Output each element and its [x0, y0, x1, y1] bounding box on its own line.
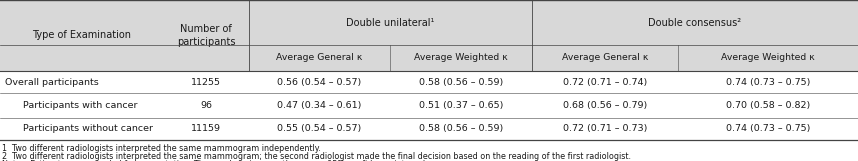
Text: Average Weighted κ: Average Weighted κ	[414, 53, 508, 62]
Text: Average General κ: Average General κ	[562, 53, 648, 62]
Text: Type of Examination: Type of Examination	[32, 30, 131, 40]
Text: Participants with cancer: Participants with cancer	[5, 101, 137, 110]
Text: 0.72 (0.71 – 0.73): 0.72 (0.71 – 0.73)	[563, 124, 647, 133]
Text: 0.55 (0.54 – 0.57): 0.55 (0.54 – 0.57)	[277, 124, 362, 133]
Text: 1  Two different radiologists interpreted the same mammogram independently.: 1 Two different radiologists interpreted…	[2, 144, 321, 153]
Text: 0.58 (0.56 – 0.59): 0.58 (0.56 – 0.59)	[419, 78, 504, 87]
Text: Double consensus²: Double consensus²	[649, 18, 741, 28]
Text: Notes: Estimates are rounded for presentation. The numbers in parentheses are 95: Notes: Estimates are rounded for present…	[2, 160, 427, 161]
Text: Overall participants: Overall participants	[5, 78, 99, 87]
Text: 0.70 (0.58 – 0.82): 0.70 (0.58 – 0.82)	[726, 101, 810, 110]
Text: Average Weighted κ: Average Weighted κ	[721, 53, 815, 62]
Bar	[0, 45, 858, 71]
Text: 11255: 11255	[191, 78, 221, 87]
Text: Double unilateral¹: Double unilateral¹	[346, 18, 435, 28]
Text: 0.47 (0.34 – 0.61): 0.47 (0.34 – 0.61)	[277, 101, 362, 110]
Text: 0.56 (0.54 – 0.57): 0.56 (0.54 – 0.57)	[277, 78, 362, 87]
Text: 0.74 (0.73 – 0.75): 0.74 (0.73 – 0.75)	[726, 124, 810, 133]
Text: Number of
participants: Number of participants	[177, 24, 235, 47]
Text: 0.51 (0.37 – 0.65): 0.51 (0.37 – 0.65)	[419, 101, 504, 110]
Text: 96: 96	[200, 101, 212, 110]
Text: 0.74 (0.73 – 0.75): 0.74 (0.73 – 0.75)	[726, 78, 810, 87]
Text: 0.72 (0.71 – 0.74): 0.72 (0.71 – 0.74)	[563, 78, 647, 87]
Text: 0.58 (0.56 – 0.59): 0.58 (0.56 – 0.59)	[419, 124, 504, 133]
Text: Average General κ: Average General κ	[276, 53, 363, 62]
Text: 2  Two different radiologists interpreted the same mammogram; the second radiolo: 2 Two different radiologists interpreted…	[2, 152, 631, 161]
Text: 0.68 (0.56 – 0.79): 0.68 (0.56 – 0.79)	[563, 101, 647, 110]
Text: 11159: 11159	[191, 124, 221, 133]
Text: Participants without cancer: Participants without cancer	[5, 124, 153, 133]
Bar	[0, 0, 858, 45]
